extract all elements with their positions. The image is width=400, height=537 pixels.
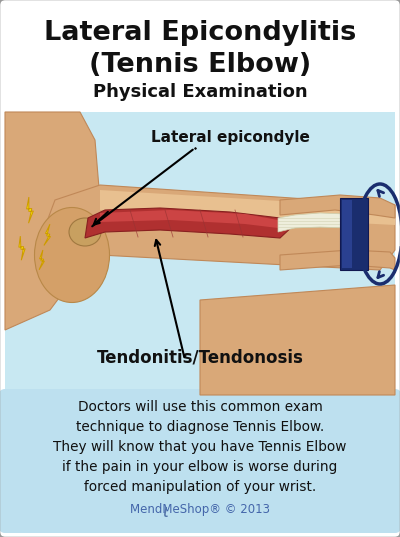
Polygon shape bbox=[342, 200, 352, 268]
Polygon shape bbox=[280, 195, 395, 218]
Polygon shape bbox=[44, 224, 50, 245]
FancyBboxPatch shape bbox=[0, 389, 400, 533]
Text: Lateral epicondyle: Lateral epicondyle bbox=[150, 130, 310, 145]
Polygon shape bbox=[100, 210, 278, 228]
Bar bbox=[5, 112, 395, 395]
Polygon shape bbox=[200, 285, 395, 395]
Ellipse shape bbox=[69, 218, 101, 246]
Text: Physical Examination: Physical Examination bbox=[93, 83, 307, 101]
Polygon shape bbox=[100, 190, 395, 225]
Polygon shape bbox=[19, 236, 25, 260]
Text: Doctors will use this common exam
technique to diagnose Tennis Elbow.
They will : Doctors will use this common exam techni… bbox=[53, 400, 347, 494]
Polygon shape bbox=[340, 198, 368, 270]
Bar bbox=[5, 5, 395, 112]
Polygon shape bbox=[280, 250, 395, 270]
Polygon shape bbox=[5, 112, 100, 330]
Polygon shape bbox=[278, 213, 345, 232]
Text: (Tennis Elbow): (Tennis Elbow) bbox=[89, 52, 311, 78]
Polygon shape bbox=[27, 197, 33, 223]
Polygon shape bbox=[85, 208, 295, 238]
Text: MendMeShop® © 2013: MendMeShop® © 2013 bbox=[130, 503, 270, 516]
Polygon shape bbox=[40, 185, 395, 270]
Text: Tendonitis/Tendonosis: Tendonitis/Tendonosis bbox=[96, 348, 304, 366]
Ellipse shape bbox=[34, 207, 110, 302]
Polygon shape bbox=[39, 250, 44, 270]
Text: Lateral Epicondylitis: Lateral Epicondylitis bbox=[44, 20, 356, 46]
Text: ι: ι bbox=[162, 503, 168, 521]
